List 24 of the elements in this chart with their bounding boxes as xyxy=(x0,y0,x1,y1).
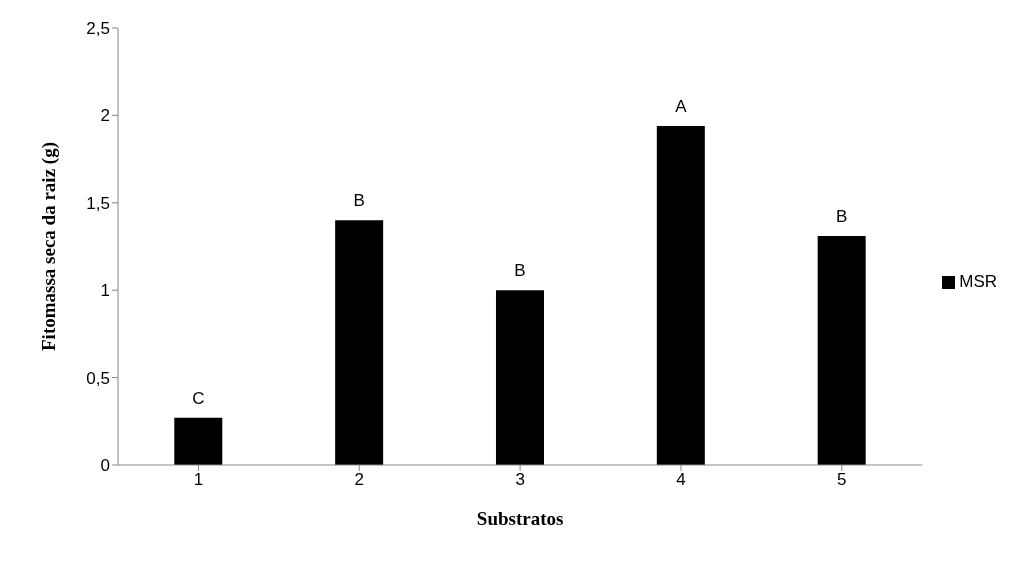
annotation: A xyxy=(675,96,688,116)
x-axis-title: Substratos xyxy=(476,508,564,529)
x-tick-label: 3 xyxy=(515,470,525,490)
y-tick-label: 1 xyxy=(100,281,110,301)
y-axis-title: Fitomassa seca da raiz (g) xyxy=(37,142,60,351)
y-tick-label: 0 xyxy=(100,456,110,476)
legend-label: MSR xyxy=(959,271,997,291)
x-tick-label: 4 xyxy=(676,470,686,490)
x-tick-label: 1 xyxy=(193,470,204,490)
bar xyxy=(817,236,866,465)
annotation: B xyxy=(836,207,848,227)
bar xyxy=(656,125,705,465)
annotation: B xyxy=(353,191,365,211)
x-tick-label: 2 xyxy=(354,470,364,490)
y-tick-label: 2,5 xyxy=(86,19,110,39)
x-tick-label: 5 xyxy=(837,470,847,490)
y-tick-label: 0,5 xyxy=(86,368,110,388)
y-tick-label: 1,5 xyxy=(86,193,110,213)
bar xyxy=(495,290,544,465)
annotation: B xyxy=(514,261,526,281)
y-tick-label: 2 xyxy=(100,106,110,126)
annotation: C xyxy=(192,388,205,408)
bar xyxy=(335,220,384,465)
bar xyxy=(174,417,223,465)
